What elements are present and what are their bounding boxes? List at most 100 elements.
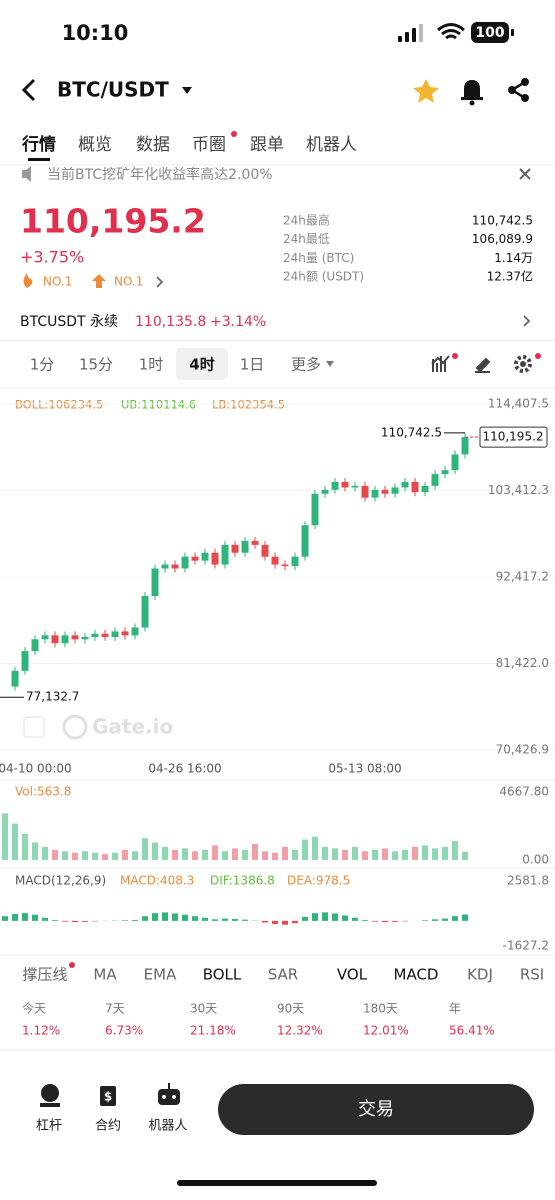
perf-value: 12.01% [363,1024,409,1038]
alert-bell[interactable] [461,80,483,106]
macd-bar [302,917,308,921]
indicator-tab[interactable]: RSI [520,966,544,984]
tab[interactable]: 币圈 [192,135,226,155]
volume-bar [42,846,48,860]
stat-label: 24h量 (BTC) [283,251,354,265]
trade-button-label[interactable]: 交易 [358,1099,394,1120]
interval[interactable]: 4时 [189,356,214,374]
back-button[interactable] [21,78,36,102]
favorite-star[interactable] [413,79,439,103]
volume-bar [152,842,158,860]
y-tick-label: 70,426.9 [496,743,549,757]
annotation-label: 110,742.5 [381,425,442,439]
perf-value: 6.73% [105,1024,143,1038]
interval[interactable]: 更多 [291,356,321,374]
volume-bar [392,851,398,860]
candle [151,568,159,597]
interval-active-bg [176,348,228,380]
y-tick-label: 81,422.0 [496,656,549,670]
interval[interactable]: 1日 [240,356,265,374]
indicator-settings[interactable] [431,353,458,372]
tab-bar: 行情 概览 数据 币圈 跟单 机器人 [21,131,357,161]
candle [161,564,169,569]
macd-bar [332,913,338,921]
indicator-tab[interactable]: EMA [144,966,177,984]
nav-label[interactable]: 杠杆 [36,1118,62,1134]
candle [51,635,59,644]
candle [141,596,149,628]
battery-icon [471,22,509,43]
tab[interactable]: 跟单 [250,135,284,155]
candle [321,489,329,494]
candle [231,544,239,553]
stat-label: 24h最低 [283,232,330,246]
y-tick-label: 0.00 [522,853,549,867]
annotation-label: 110,195.2 [482,430,543,444]
candle [171,564,179,569]
pair-title[interactable]: BTC/USDT [57,78,169,102]
robot-icon[interactable] [158,1083,180,1105]
indicator-tab[interactable]: SAR [268,966,298,984]
candle [241,540,249,553]
macd-bar [282,920,288,925]
volume-bar [312,836,318,860]
tab[interactable]: 行情 [21,134,56,155]
tab[interactable]: 机器人 [306,135,357,155]
perp-more[interactable] [523,315,531,327]
candle [81,636,89,640]
signal-icon [398,24,423,42]
macd-bar [162,912,168,921]
indicator-tab[interactable]: MACD [394,966,439,984]
volume-bar [112,852,118,860]
candle [451,454,459,471]
stat-value: 110,742.5 [472,214,533,228]
stat-value: 106,089.9 [472,232,533,246]
interval[interactable]: 15分 [79,356,113,374]
y-tick-label: 114,407.5 [488,397,549,411]
macd-bar [292,920,298,924]
indicator-tab[interactable]: MA [93,966,117,984]
interval[interactable]: 1分 [30,356,55,374]
trade-button[interactable] [218,1084,534,1135]
pair-dropdown[interactable] [182,87,192,94]
y-tick-label: 4667.80 [499,785,549,799]
volume-bar [12,823,18,860]
more-dropdown[interactable] [326,361,334,367]
volume-bar [412,846,418,860]
perf-label: 90天 [277,1002,304,1016]
indicator-tab[interactable]: BOLL [203,966,242,984]
interval[interactable]: 1时 [139,356,164,374]
perf-value: 1.12% [22,1024,60,1038]
nav-label[interactable]: 合约 [95,1119,121,1134]
macd-bar [152,913,158,921]
volume-bar [282,846,288,860]
perf-label: 年 [449,1002,461,1016]
volume-bar [332,848,338,860]
annotation-label: 77,132.7 [26,690,79,704]
leverage-icon[interactable] [40,1084,60,1107]
perp-name[interactable]: BTCUSDT 永续 [20,313,118,330]
candle [411,481,419,493]
macd-bar [422,920,428,921]
nav-label[interactable]: 机器人 [148,1119,187,1134]
perf-value: 56.41% [449,1024,495,1038]
hot-icon [23,273,33,288]
x-tick-label: 05-13 08:00 [328,762,401,776]
gainer-icon [92,274,106,288]
contract-icon[interactable]: $ [100,1086,116,1106]
draw-tool[interactable] [475,357,491,373]
volume-label: Vol:563.8 [15,785,71,799]
rank-more[interactable] [156,276,164,288]
indicator-tab[interactable]: VOL [337,966,368,984]
wifi-icon [437,23,465,40]
performance: 今天 1.12% 7天 6.73% 30天 21.18% 90天 12.32% 180天 12.0… [22,1001,495,1038]
svg-text:$: $ [104,1090,112,1104]
tab[interactable]: 数据 [136,135,170,155]
tab[interactable]: 概览 [78,135,112,155]
notice-close[interactable] [519,168,531,180]
indicator-tab[interactable]: 撑压线 [22,966,67,984]
share-button[interactable] [508,78,529,102]
chart-settings[interactable] [514,353,541,373]
perf-label: 180天 [363,1002,398,1016]
indicator-tab[interactable]: KDJ [467,966,493,984]
